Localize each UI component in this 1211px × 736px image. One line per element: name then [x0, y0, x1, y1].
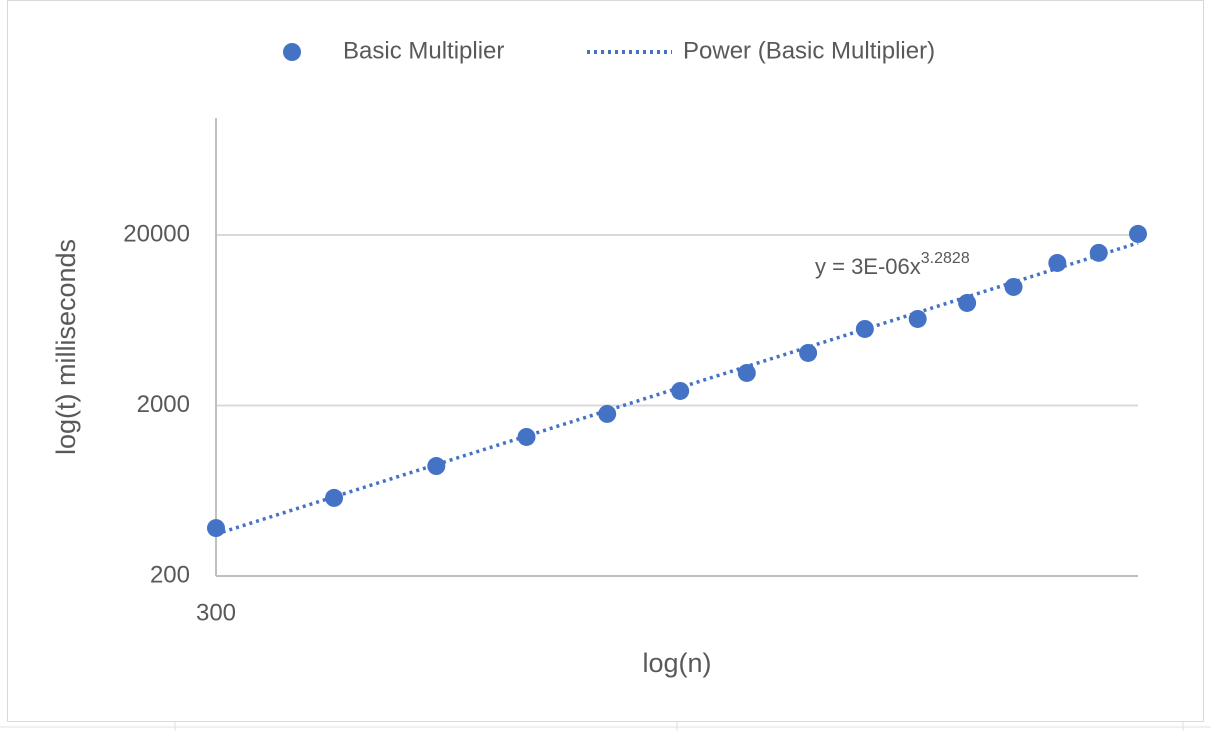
x-tick-label: 300	[196, 599, 236, 626]
legend-label: Basic Multiplier	[343, 37, 504, 64]
data-point	[799, 343, 818, 362]
equation-text: y = 3E-06x	[815, 254, 921, 279]
y-axis-title: log(t) milliseconds	[51, 239, 81, 455]
y-tick-label: 200	[150, 561, 190, 588]
trendline-equation: y = 3E-06x3.2828	[815, 250, 970, 279]
data-point	[958, 293, 977, 312]
data-point	[671, 381, 690, 400]
chart-area	[7, 0, 1204, 722]
data-point	[855, 319, 874, 338]
data-point	[517, 427, 536, 446]
data-point	[1048, 253, 1067, 272]
legend-label: Power (Basic Multiplier)	[683, 37, 935, 64]
data-point	[908, 309, 927, 328]
data-point	[207, 519, 225, 538]
y-tick-label: 20000	[123, 220, 190, 247]
data-point	[737, 363, 756, 382]
data-point	[325, 488, 344, 507]
legend-marker	[283, 43, 301, 61]
data-point	[427, 457, 446, 476]
data-point	[598, 404, 617, 423]
data-point	[1129, 224, 1147, 243]
y-tick-label: 2000	[137, 391, 190, 418]
data-point	[1089, 243, 1108, 262]
data-point	[1004, 277, 1023, 296]
x-axis-title: log(n)	[642, 648, 711, 678]
equation-exponent: 3.2828	[921, 250, 970, 267]
